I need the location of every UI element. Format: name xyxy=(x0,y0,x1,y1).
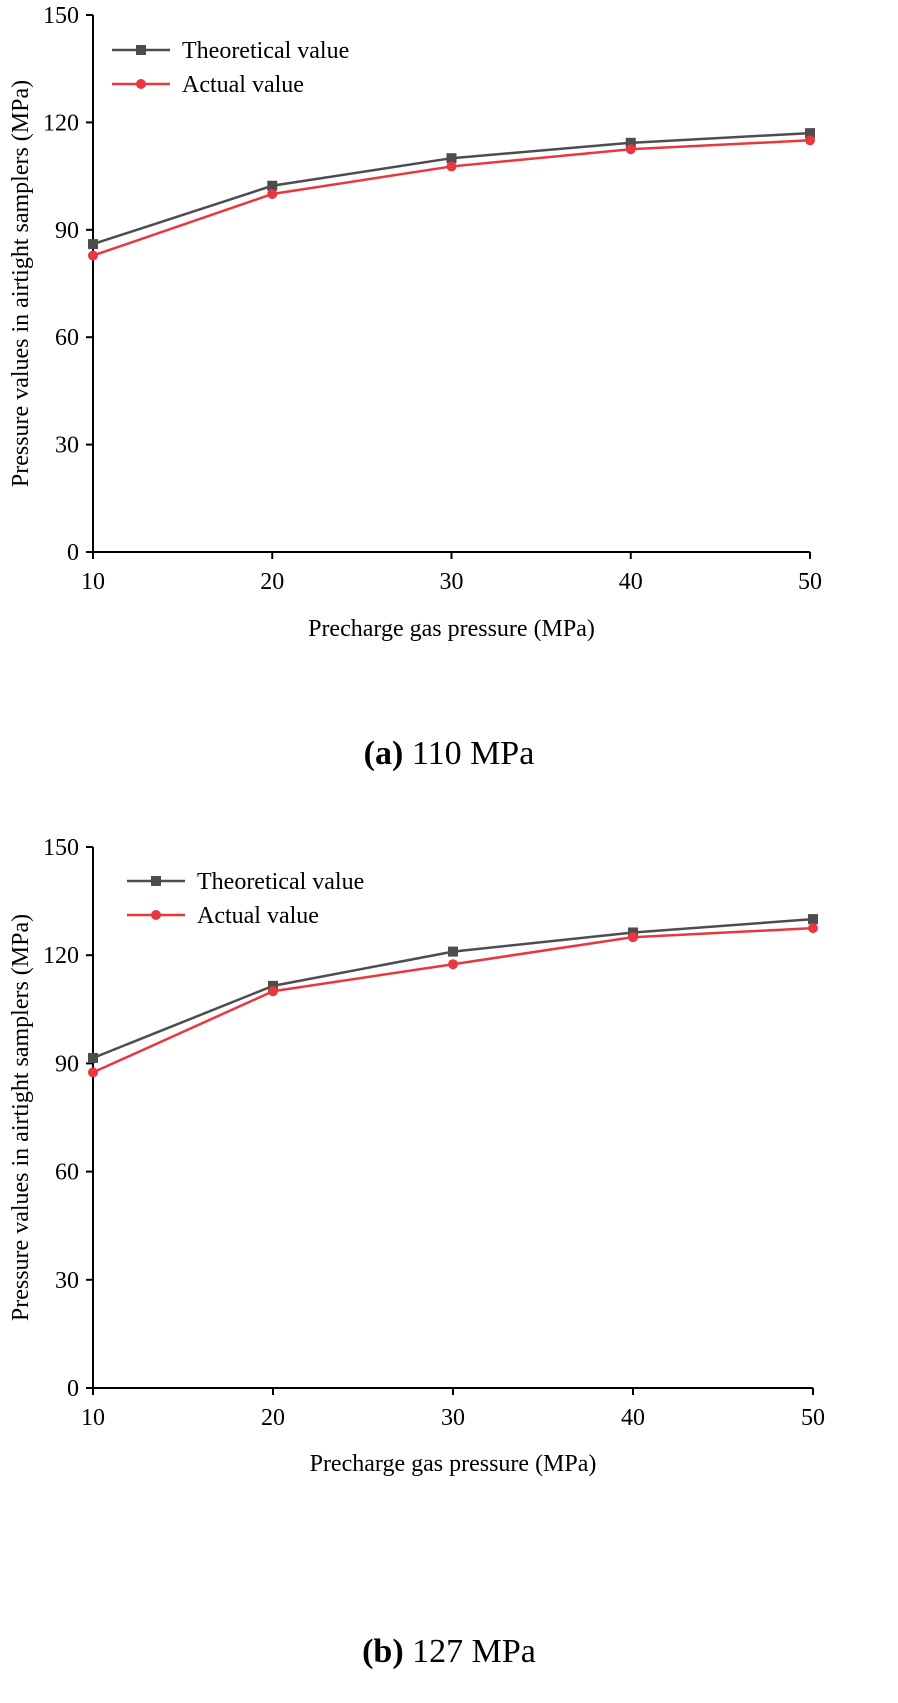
legend-marker-b-0 xyxy=(151,876,161,886)
caption-a-letter: (a) xyxy=(363,735,404,772)
y-tick-label-b-2: 60 xyxy=(55,1160,79,1186)
y-tick-label-a-3: 90 xyxy=(55,218,79,244)
x-tick-label-a-2: 30 xyxy=(440,569,464,595)
y-tick-label-a-2: 60 xyxy=(55,325,79,351)
point-b-0-1 xyxy=(268,980,278,991)
point-a-0-2 xyxy=(446,153,457,164)
point-a-0-1 xyxy=(267,180,278,191)
x-tick-label-a-4: 50 xyxy=(798,569,822,595)
y-tick-label-a-1: 30 xyxy=(55,433,79,459)
legend-label-a-1: Actual value xyxy=(182,72,304,98)
x-tick-label-b-2: 30 xyxy=(441,1405,465,1431)
y-axis-title-a: Pressure values in airtight samplers (MP… xyxy=(8,80,34,487)
point-a-0-4 xyxy=(805,128,815,139)
x-tick-label-b-4: 50 xyxy=(801,1405,825,1431)
point-b-1-2 xyxy=(448,959,458,970)
point-b-1-0 xyxy=(88,1067,98,1078)
caption-b-text: 127 MPa xyxy=(412,1633,536,1670)
x-tick-label-b-3: 40 xyxy=(621,1405,645,1431)
chart-panel-a: 0 30 60 90 120 150 10 20 30 40 50 Precharge gas pre… xyxy=(0,0,898,851)
y-tick-label-a-4: 120 xyxy=(43,110,79,136)
caption-b: (b) 127 MPa xyxy=(0,1633,898,1671)
chart-panel-b: 0 30 60 90 120 150 10 20 30 40 50 Precharge gas pre… xyxy=(0,835,898,1703)
y-axis-title-b: Pressure values in airtight samplers (MP… xyxy=(8,914,34,1321)
point-b-0-2 xyxy=(448,946,458,957)
x-tick-label-a-3: 40 xyxy=(619,569,643,595)
point-b-1-3 xyxy=(628,932,638,943)
point-b-1-1 xyxy=(268,986,278,997)
x-tick-label-b-1: 20 xyxy=(261,1405,285,1431)
point-b-0-0 xyxy=(88,1052,98,1063)
x-axis-title-b: Precharge gas pressure (MPa) xyxy=(310,1451,597,1477)
point-b-0-4 xyxy=(808,914,818,925)
legend-label-a-0: Theoretical value xyxy=(182,38,349,64)
legend-label-b-1: Actual value xyxy=(197,903,319,929)
caption-a-text: 110 MPa xyxy=(411,735,535,772)
x-axis-title-a: Precharge gas pressure (MPa) xyxy=(308,616,595,642)
y-tick-label-b-4: 120 xyxy=(43,943,79,969)
point-a-1-1 xyxy=(267,189,278,199)
y-tick-label-b-1: 30 xyxy=(55,1268,79,1294)
x-tick-label-a-1: 20 xyxy=(260,569,284,595)
chart-b: 0 30 60 90 120 150 10 20 30 40 50 Precharge gas pre… xyxy=(8,835,825,1477)
x-tick-label-b-0: 10 xyxy=(81,1405,105,1431)
point-a-0-0 xyxy=(88,239,98,250)
series-line-b-0 xyxy=(92,917,814,1060)
y-tick-label-a-0: 0 xyxy=(67,540,79,566)
legend-label-b-0: Theoretical value xyxy=(197,869,364,895)
y-tick-label-a-5: 150 xyxy=(43,3,79,29)
point-a-1-4 xyxy=(805,135,815,146)
point-a-1-3 xyxy=(625,144,636,155)
legend-marker-a-1 xyxy=(136,79,146,89)
caption-a: (a) 110 MPa xyxy=(0,735,898,773)
y-tick-label-b-3: 90 xyxy=(55,1051,79,1077)
chart-a: 0 30 60 90 120 150 10 20 30 40 50 Precharge gas pre… xyxy=(8,3,822,642)
point-a-0-3 xyxy=(625,137,636,148)
legend-marker-a-0 xyxy=(136,45,146,55)
point-a-1-2 xyxy=(446,161,457,172)
y-tick-label-b-0: 0 xyxy=(67,1376,79,1402)
caption-b-letter: (b) xyxy=(362,1633,404,1670)
legend-marker-b-1 xyxy=(151,910,161,920)
point-a-1-0 xyxy=(88,250,98,261)
y-tick-label-b-5: 150 xyxy=(43,835,79,861)
x-tick-label-a-0: 10 xyxy=(81,569,105,595)
point-b-1-4 xyxy=(808,923,818,934)
series-line-a-0 xyxy=(92,131,811,246)
